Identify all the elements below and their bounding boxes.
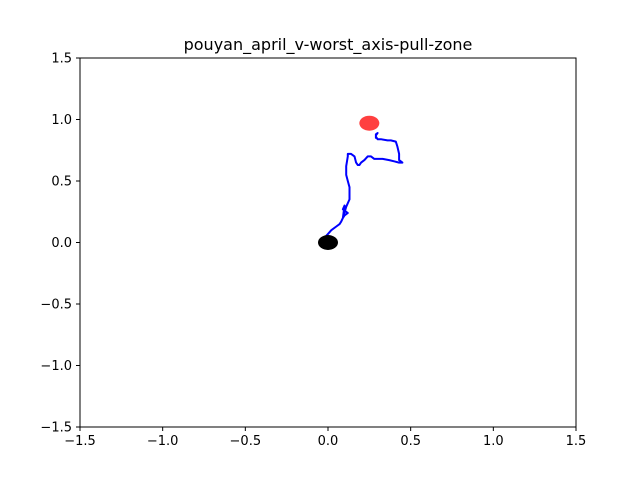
series-line-0 bbox=[323, 132, 404, 239]
chart-title: pouyan_april_v-worst_axis-pull-zone bbox=[184, 35, 473, 55]
x-tick-label-4: 0.5 bbox=[400, 434, 421, 449]
chart-marks bbox=[318, 115, 404, 250]
x-tick-label-0: −1.5 bbox=[64, 434, 96, 449]
y-tick-label-3: 0.0 bbox=[51, 236, 72, 251]
y-tick-label-1: −1.0 bbox=[40, 359, 72, 374]
x-tick-label-3: 0.0 bbox=[318, 434, 339, 449]
y-tick-label-5: 1.0 bbox=[51, 113, 72, 128]
marker-0 bbox=[318, 235, 338, 250]
y-tick-label-4: 0.5 bbox=[51, 175, 72, 190]
chart-axes: −1.5 −1.0 −0.5 0.0 0.5 1.0 1.5 −1.5 −1.0 −0.5 0.0 0… bbox=[40, 52, 586, 450]
marker-1 bbox=[359, 115, 380, 131]
x-tick-label-1: −1.0 bbox=[147, 434, 179, 449]
x-tick-label-5: 1.0 bbox=[483, 434, 504, 449]
y-tick-label-0: −1.5 bbox=[40, 421, 72, 436]
y-tick-label-2: −0.5 bbox=[40, 298, 72, 313]
x-tick-label-6: 1.5 bbox=[566, 434, 587, 449]
x-tick-label-2: −0.5 bbox=[230, 434, 262, 449]
y-tick-label-6: 1.5 bbox=[51, 52, 72, 67]
plot-frame bbox=[79, 57, 577, 428]
